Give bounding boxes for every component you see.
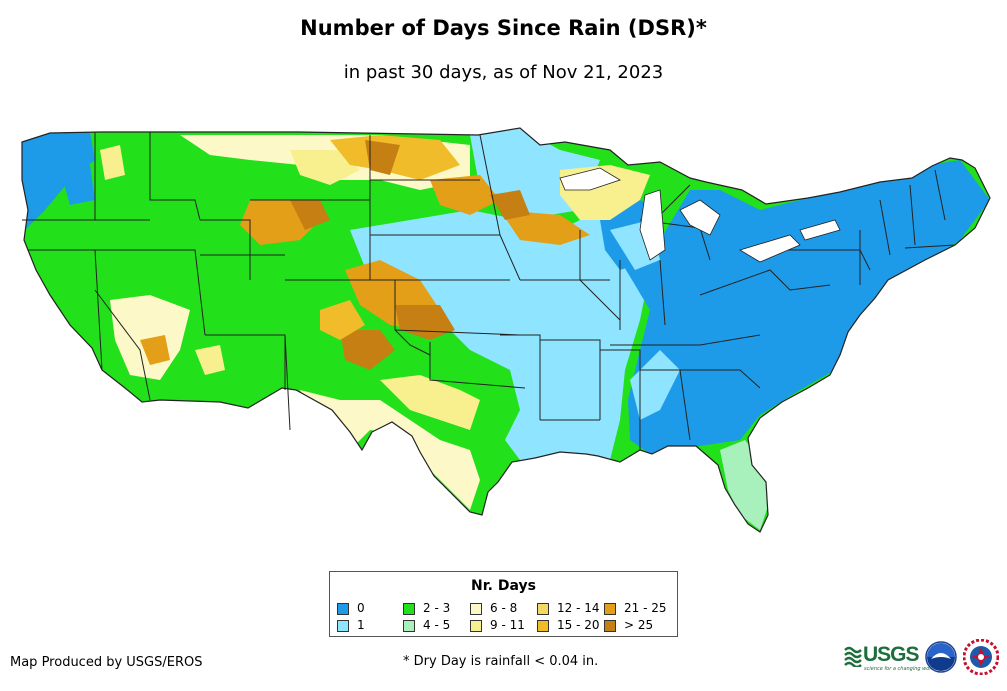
footnote-text: * Dry Day is rainfall < 0.04 in. <box>403 654 599 669</box>
legend-swatch <box>537 603 549 615</box>
legend-swatch <box>537 620 549 632</box>
legend-label: 15 - 20 <box>557 618 600 632</box>
state-boundaries <box>21 127 991 533</box>
usgs-logo: USGS science for a changing world <box>844 641 936 672</box>
usgs-wordmark: USGS <box>863 643 920 666</box>
nws-logo-icon <box>963 639 999 675</box>
legend-label: 9 - 11 <box>490 618 525 632</box>
legend-label: 6 - 8 <box>490 601 518 615</box>
legend-label: > 25 <box>624 618 654 632</box>
legend-label: 12 - 14 <box>557 601 600 615</box>
map-title: Number of Days Since Rain (DSR)* <box>300 16 707 40</box>
legend-swatch <box>604 603 616 615</box>
legend-swatch <box>470 603 482 615</box>
great-lakes <box>559 167 841 263</box>
legend-swatch <box>337 620 349 632</box>
legend-swatch <box>403 620 415 632</box>
noaa-logo-icon <box>925 641 957 673</box>
legend-label: 4 - 5 <box>423 618 451 632</box>
legend-swatch <box>337 603 349 615</box>
legend-swatch <box>604 620 616 632</box>
legend-label: 1 <box>357 618 365 632</box>
usgs-tagline: science for a changing world <box>864 666 936 672</box>
legend-label: 0 <box>357 601 365 615</box>
dsr-map <box>21 127 991 533</box>
map-subtitle: in past 30 days, as of Nov 21, 2023 <box>343 62 664 83</box>
legend: Nr. Days 0 1 2 - 3 4 - 5 6 - 8 9 - 11 12… <box>329 571 678 637</box>
credit-text: Map Produced by USGS/EROS <box>10 655 203 670</box>
legend-swatch <box>403 603 415 615</box>
legend-swatch <box>470 620 482 632</box>
usgs-wave-icon <box>844 646 862 667</box>
legend-label: 21 - 25 <box>624 601 667 615</box>
legend-title: Nr. Days <box>471 578 536 594</box>
legend-label: 2 - 3 <box>423 601 451 615</box>
